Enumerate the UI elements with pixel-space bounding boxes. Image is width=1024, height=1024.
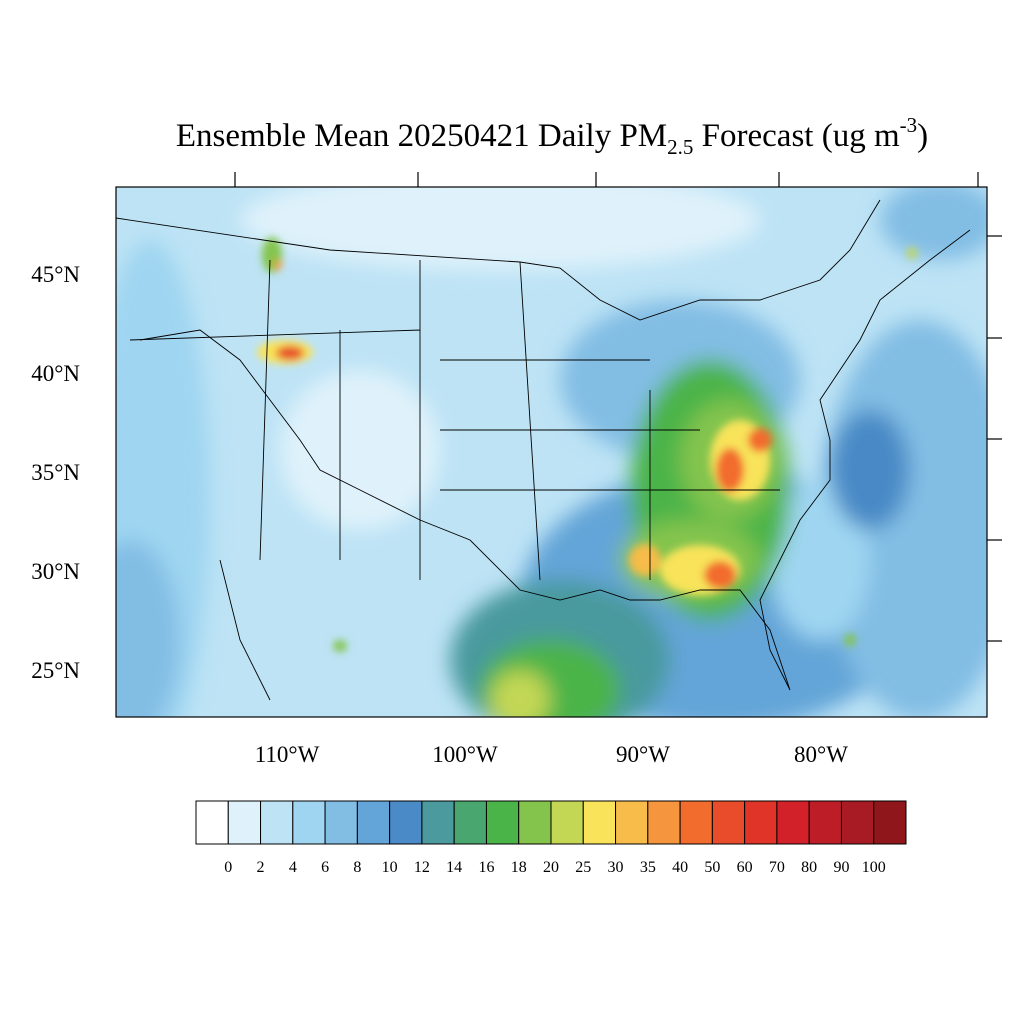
colorbar-swatch	[356, 800, 391, 845]
colorbar-label: 50	[704, 859, 720, 876]
lon-label: 110°W	[255, 742, 320, 767]
lat-label: 35°N	[31, 460, 80, 485]
colorbar-swatch	[421, 800, 455, 845]
colorbar-swatch	[582, 800, 617, 845]
lon-label: 100°W	[432, 742, 498, 767]
colorbar-label: 18	[511, 859, 527, 876]
colorbar-label: 8	[353, 859, 361, 876]
colorbar-label: 100	[862, 859, 886, 876]
pm-field	[116, 187, 987, 717]
colorbar-label: 90	[833, 859, 849, 876]
colorbar-label: 6	[321, 859, 329, 876]
colorbar-label: 10	[382, 859, 398, 876]
colorbar-swatch	[518, 800, 552, 845]
lat-label: 30°N	[31, 559, 80, 584]
colorbar-swatch	[453, 800, 487, 845]
colorbar-label: 35	[640, 859, 656, 876]
colorbar-label: 4	[289, 859, 297, 876]
colorbar-swatch	[227, 800, 262, 845]
colorbar-swatch	[389, 800, 423, 845]
colorbar-swatch	[485, 800, 520, 845]
colorbar-swatch	[679, 800, 713, 845]
lon-label: 80°W	[794, 742, 848, 767]
colorbar-swatch	[260, 800, 294, 845]
colorbar-swatch	[873, 800, 907, 845]
colorbar-swatch	[195, 800, 229, 845]
colorbar-label: 2	[257, 859, 265, 876]
colorbar-swatch	[840, 800, 875, 845]
colorbar-swatch	[808, 800, 842, 845]
lon-label: 90°W	[616, 742, 670, 767]
colorbar-swatch	[711, 800, 746, 845]
boundaries	[116, 199, 971, 701]
colorbar-swatch	[324, 800, 358, 845]
colorbar-label: 12	[414, 859, 430, 876]
colorbar-label: 16	[478, 859, 494, 876]
colorbar-swatch	[744, 800, 778, 845]
colorbar-label: 80	[801, 859, 817, 876]
colorbar-label: 25	[575, 859, 591, 876]
colorbar-label: 60	[737, 859, 753, 876]
colorbar: 0 2 4 6 8 10 12 14 16 18 20 25 30 35 40 50 60 70 80 90 100	[195, 800, 907, 876]
colorbar-label: 40	[672, 859, 688, 876]
colorbar-swatch	[550, 800, 584, 845]
colorbar-label: 14	[446, 859, 462, 876]
colorbar-label: 20	[543, 859, 559, 876]
colorbar-swatch	[776, 800, 810, 845]
colorbar-swatch	[647, 800, 681, 845]
colorbar-label: 0	[224, 859, 232, 876]
lat-label: 45°N	[31, 262, 80, 287]
colorbar-label: 70	[769, 859, 785, 876]
colorbar-label: 30	[608, 859, 624, 876]
title: Ensemble Mean 20250421 Daily PM2.5 Forec…	[176, 113, 928, 159]
lat-label: 40°N	[31, 361, 80, 386]
lat-label: 25°N	[31, 658, 80, 683]
frame-ticks	[234, 172, 1002, 642]
colorbar-swatch	[292, 800, 326, 845]
colorbar-swatch	[615, 800, 649, 845]
map-frame	[115, 186, 988, 718]
